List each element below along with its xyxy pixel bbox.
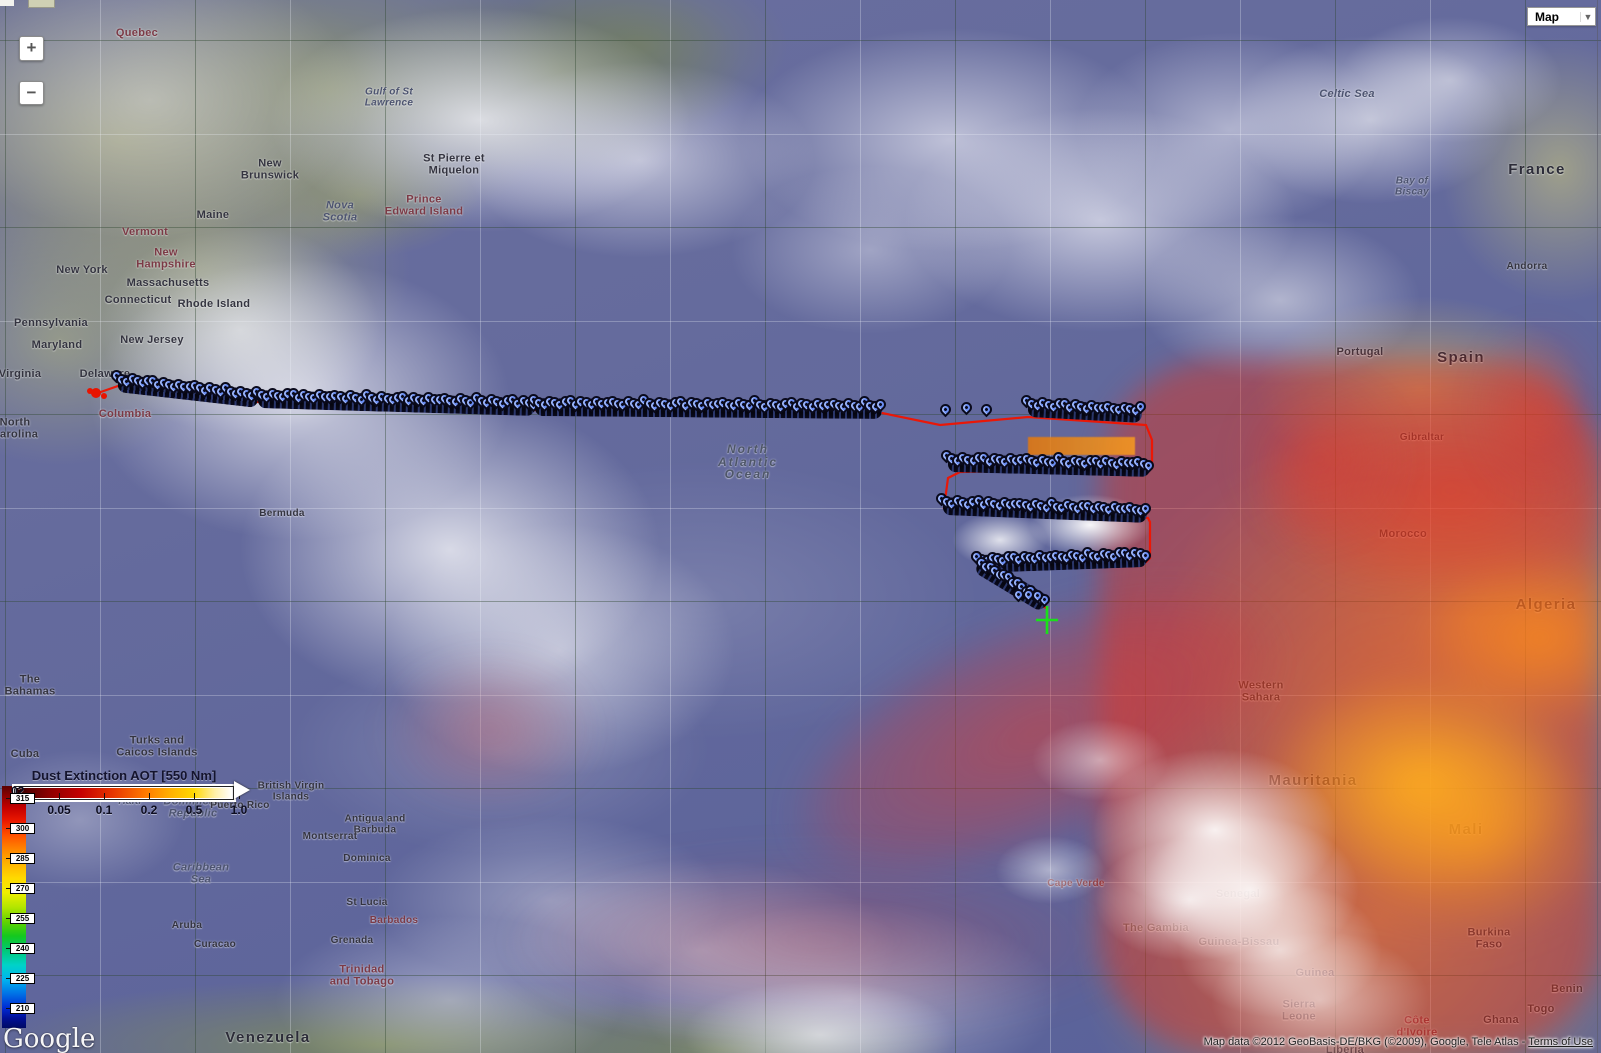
- map-edge-line: [1597, 0, 1598, 1053]
- legend-tick-label: 0.5: [185, 803, 203, 817]
- legend-tick: [194, 793, 195, 799]
- dust-aot-legend: Dust Extinction AOT [550 Nm] 0.05 0.1 0.2 0…: [11, 768, 247, 817]
- colorbar-tick-label: 255: [6, 913, 35, 924]
- legend-tick-label: 0.1: [95, 803, 113, 817]
- attribution-text: Map data ©2012 GeoBasis-DE/BKG (©2009), …: [1203, 1036, 1529, 1048]
- legend-tick-label: 0.05: [47, 803, 71, 817]
- map-pin[interactable]: [958, 399, 975, 416]
- colorbar-tick-label: 240: [6, 943, 35, 954]
- colorbar-tick-label: 225: [6, 973, 35, 984]
- zoom-in-button[interactable]: +: [19, 36, 44, 61]
- zoom-out-button[interactable]: −: [19, 81, 44, 105]
- colorbar-tick-label: 210: [6, 1003, 35, 1014]
- map-pin[interactable]: [937, 401, 954, 418]
- map-type-label: Map: [1535, 9, 1559, 24]
- legend-title: Dust Extinction AOT [550 Nm]: [31, 768, 217, 783]
- corner-strip: [0, 0, 14, 6]
- map-pin[interactable]: [978, 401, 995, 418]
- map-type-dropdown[interactable]: Map ▼: [1527, 7, 1596, 26]
- google-logo: Google: [3, 1024, 96, 1053]
- legend-gradient: [16, 788, 232, 798]
- legend-arrow: [234, 781, 250, 799]
- attribution: Map data ©2012 GeoBasis-DE/BKG (©2009), …: [1204, 1036, 1593, 1048]
- legend-colorbar: 0.05 0.1 0.2 0.5 1.0: [14, 786, 247, 817]
- colorbar-tick-label: 315: [6, 793, 35, 804]
- colorbar-tick-label: 270: [6, 883, 35, 894]
- chevron-down-icon: ▼: [1580, 11, 1595, 22]
- colorbar-tick-label: 285: [6, 853, 35, 864]
- colorbar-tick-label: 300: [6, 823, 35, 834]
- legend-tick-label: 0.2: [140, 803, 158, 817]
- partial-control: [28, 0, 55, 8]
- terms-of-use-link[interactable]: Terms of Use: [1528, 1036, 1593, 1048]
- legend-tick-label: 1.0: [230, 803, 248, 817]
- legend-tick: [104, 793, 105, 799]
- legend-tick: [149, 793, 150, 799]
- legend-tick: [59, 793, 60, 799]
